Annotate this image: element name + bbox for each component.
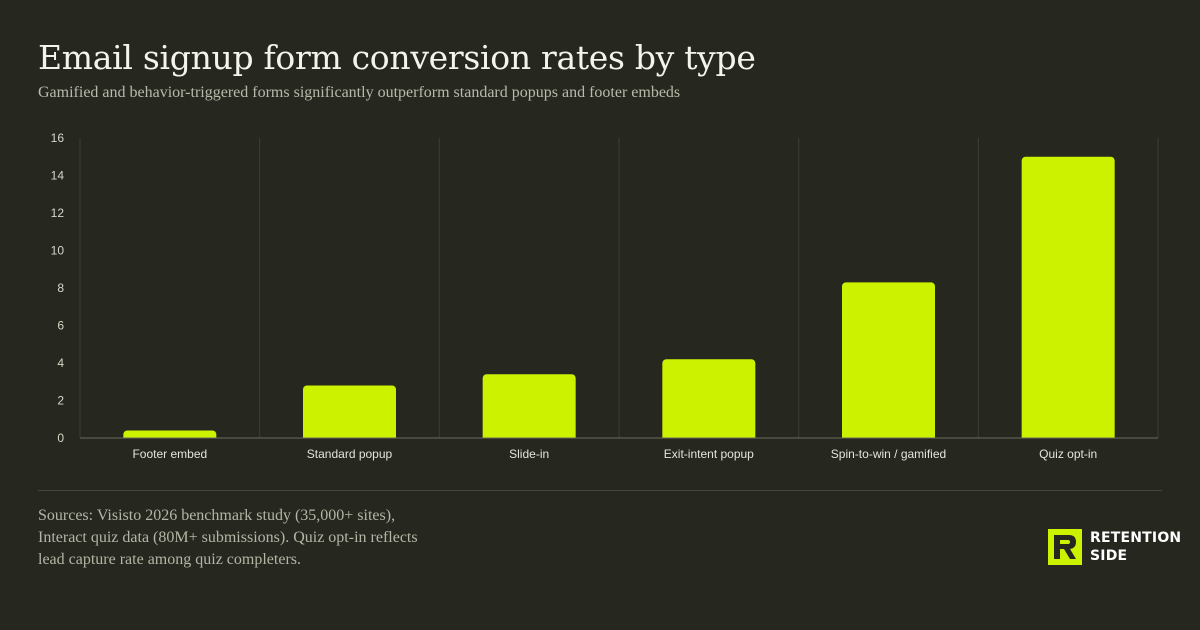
bar (1021, 156, 1115, 442)
logo-line-1: RETENTION (1090, 530, 1182, 546)
chart-subtitle: Gamified and behavior-triggered forms si… (38, 84, 681, 101)
footer-divider (38, 490, 1162, 491)
bar-chart: 0 2 4 6 8 10 12 14 16 Footer embed Standard popup S… (51, 131, 1159, 461)
y-tick-label: 16 (51, 131, 65, 145)
logo-mark-letter (1054, 535, 1076, 559)
bar (662, 359, 756, 442)
x-category-label: Standard popup (307, 447, 393, 461)
y-tick-label: 6 (57, 319, 64, 333)
x-category-label: Footer embed (132, 447, 207, 461)
x-category-label: Exit-intent popup (664, 447, 754, 461)
y-tick-label: 10 (51, 244, 65, 258)
x-category-label: Quiz opt-in (1039, 447, 1097, 461)
y-tick-label: 0 (57, 431, 64, 445)
retention-side-logo-icon (1048, 529, 1082, 565)
logo-wordmark: RETENTION SIDE (1090, 529, 1181, 565)
bar (842, 282, 935, 442)
bar (482, 374, 576, 442)
baseline-mask (80, 438, 1158, 444)
y-tick-label: 8 (57, 281, 64, 295)
x-category-label: Spin-to-win / gamified (831, 447, 946, 461)
chart-title: Email signup form conversion rates by ty… (38, 38, 756, 77)
bar (303, 385, 396, 442)
y-tick-label: 12 (51, 206, 65, 220)
y-tick-label: 2 (57, 394, 64, 408)
y-tick-label: 4 (57, 356, 64, 370)
x-category-label: Slide-in (509, 447, 549, 461)
logo-line-2: SIDE (1090, 548, 1128, 564)
y-tick-label: 14 (51, 169, 65, 183)
brand-logo: RETENTION SIDE (1048, 529, 1181, 565)
sources-note: Sources: Visisto 2026 benchmark study (3… (38, 507, 418, 568)
